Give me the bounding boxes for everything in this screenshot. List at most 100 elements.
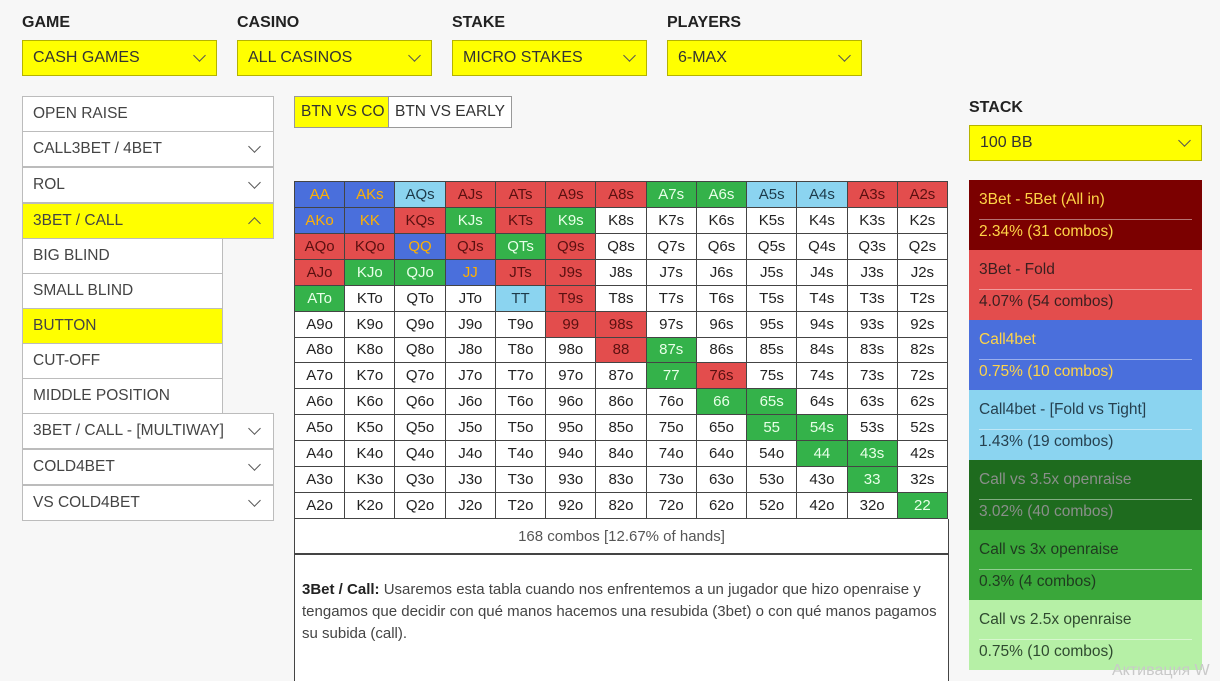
casino-select[interactable]: ALL CASINOS [237, 40, 432, 76]
hand-cell[interactable]: T7o [495, 363, 546, 389]
hand-cell[interactable]: 43o [797, 467, 847, 493]
hand-cell[interactable]: A7o [295, 363, 345, 389]
hand-cell[interactable]: T6s [696, 285, 747, 311]
hand-cell[interactable]: 53o [747, 467, 797, 493]
hand-cell[interactable]: 33 [847, 467, 897, 493]
hand-cell[interactable]: K5s [747, 207, 797, 233]
hand-cell[interactable]: 93s [847, 311, 897, 337]
hand-cell[interactable]: Q9s [546, 233, 596, 259]
hand-cell[interactable]: A2o [295, 493, 345, 518]
hand-cell[interactable]: T4o [495, 441, 546, 467]
hand-cell[interactable]: J9o [445, 311, 495, 337]
hand-cell[interactable]: AA [295, 182, 345, 207]
hand-cell[interactable]: A4s [797, 182, 847, 207]
hand-cell[interactable]: T8s [596, 285, 646, 311]
hand-cell[interactable]: T3s [847, 285, 897, 311]
hand-cell[interactable]: 77 [646, 363, 696, 389]
hand-cell[interactable]: 54o [747, 441, 797, 467]
hand-cell[interactable]: 74s [797, 363, 847, 389]
hand-cell[interactable]: 96s [696, 311, 747, 337]
hand-cell[interactable]: Q3s [847, 233, 897, 259]
hand-cell[interactable]: A2s [897, 182, 947, 207]
hand-cell[interactable]: Q8s [596, 233, 646, 259]
hand-cell[interactable]: Q7o [395, 363, 445, 389]
hand-cell[interactable]: 86s [696, 337, 747, 363]
hand-cell[interactable]: K2s [897, 207, 947, 233]
menu-item-3bet-call[interactable]: 3BET / CALL [22, 203, 274, 239]
hand-cell[interactable]: K3o [345, 467, 395, 493]
menu-item-3bet-call-multiway[interactable]: 3BET / CALL - [MULTIWAY] [22, 413, 274, 449]
hand-cell[interactable]: 75o [646, 415, 696, 441]
hand-cell[interactable]: 53s [847, 415, 897, 441]
hand-cell[interactable]: 72o [646, 493, 696, 518]
tab-btn-vs-early[interactable]: BTN VS EARLY [388, 96, 512, 128]
hand-cell[interactable]: J9s [546, 259, 596, 285]
hand-cell[interactable]: AQs [395, 182, 445, 207]
hand-cell[interactable]: JTs [495, 259, 546, 285]
hand-cell[interactable]: QJo [395, 259, 445, 285]
hand-cell[interactable]: 92s [897, 311, 947, 337]
hand-cell[interactable]: K3s [847, 207, 897, 233]
hand-cell[interactable]: K6o [345, 389, 395, 415]
hand-cell[interactable]: K7o [345, 363, 395, 389]
hand-cell[interactable]: 95s [747, 311, 797, 337]
hand-cell[interactable]: 86o [596, 389, 646, 415]
submenu-big-blind[interactable]: BIG BLIND [22, 238, 223, 274]
hand-cell[interactable]: 93o [546, 467, 596, 493]
hand-cell[interactable]: 73o [646, 467, 696, 493]
hand-cell[interactable]: AKo [295, 207, 345, 233]
hand-cell[interactable]: KQs [395, 207, 445, 233]
hand-cell[interactable]: T9s [546, 285, 596, 311]
hand-cell[interactable]: ATs [495, 182, 546, 207]
hand-cell[interactable]: J6s [696, 259, 747, 285]
hand-cell[interactable]: K6s [696, 207, 747, 233]
hand-cell[interactable]: 96o [546, 389, 596, 415]
hand-cell[interactable]: 83s [847, 337, 897, 363]
hand-cell[interactable]: 76s [696, 363, 747, 389]
hand-cell[interactable]: Q6s [696, 233, 747, 259]
hand-cell[interactable]: 55 [747, 415, 797, 441]
hand-cell[interactable]: K7s [646, 207, 696, 233]
hand-cell[interactable]: QJs [445, 233, 495, 259]
menu-item-vs-cold4bet[interactable]: VS COLD4BET [22, 485, 274, 521]
hand-cell[interactable]: TT [495, 285, 546, 311]
hand-cell[interactable]: T6o [495, 389, 546, 415]
hand-cell[interactable]: QTo [395, 285, 445, 311]
hand-cell[interactable]: K2o [345, 493, 395, 518]
hand-cell[interactable]: Q2o [395, 493, 445, 518]
hand-cell[interactable]: 85o [596, 415, 646, 441]
hand-cell[interactable]: 83o [596, 467, 646, 493]
hand-cell[interactable]: 65o [696, 415, 747, 441]
hand-cell[interactable]: 54s [797, 415, 847, 441]
hand-cell[interactable]: J2s [897, 259, 947, 285]
hand-cell[interactable]: 99 [546, 311, 596, 337]
hand-cell[interactable]: 95o [546, 415, 596, 441]
hand-cell[interactable]: 62o [696, 493, 747, 518]
hand-cell[interactable]: T7s [646, 285, 696, 311]
hand-cell[interactable]: J7o [445, 363, 495, 389]
hand-cell[interactable]: T5o [495, 415, 546, 441]
hand-cell[interactable]: 97o [546, 363, 596, 389]
hand-cell[interactable]: 22 [897, 493, 947, 518]
hand-cell[interactable]: 44 [797, 441, 847, 467]
hand-cell[interactable]: J6o [445, 389, 495, 415]
submenu-middle-position[interactable]: MIDDLE POSITION [22, 378, 223, 414]
hand-cell[interactable]: T9o [495, 311, 546, 337]
hand-cell[interactable]: J2o [445, 493, 495, 518]
hand-cell[interactable]: 63s [847, 389, 897, 415]
hand-cell[interactable]: Q9o [395, 311, 445, 337]
hand-cell[interactable]: A5s [747, 182, 797, 207]
hand-cell[interactable]: AJs [445, 182, 495, 207]
hand-cell[interactable]: 42s [897, 441, 947, 467]
hand-cell[interactable]: JTo [445, 285, 495, 311]
hand-cell[interactable]: K4s [797, 207, 847, 233]
hand-cell[interactable]: 75s [747, 363, 797, 389]
hand-cell[interactable]: 74o [646, 441, 696, 467]
hand-cell[interactable]: 66 [696, 389, 747, 415]
hand-cell[interactable]: A7s [646, 182, 696, 207]
hand-cell[interactable]: 64s [797, 389, 847, 415]
hand-cell[interactable]: Q4s [797, 233, 847, 259]
hand-cell[interactable]: KJo [345, 259, 395, 285]
hand-cell[interactable]: 87s [646, 337, 696, 363]
menu-item-cold4bet[interactable]: COLD4BET [22, 449, 274, 485]
